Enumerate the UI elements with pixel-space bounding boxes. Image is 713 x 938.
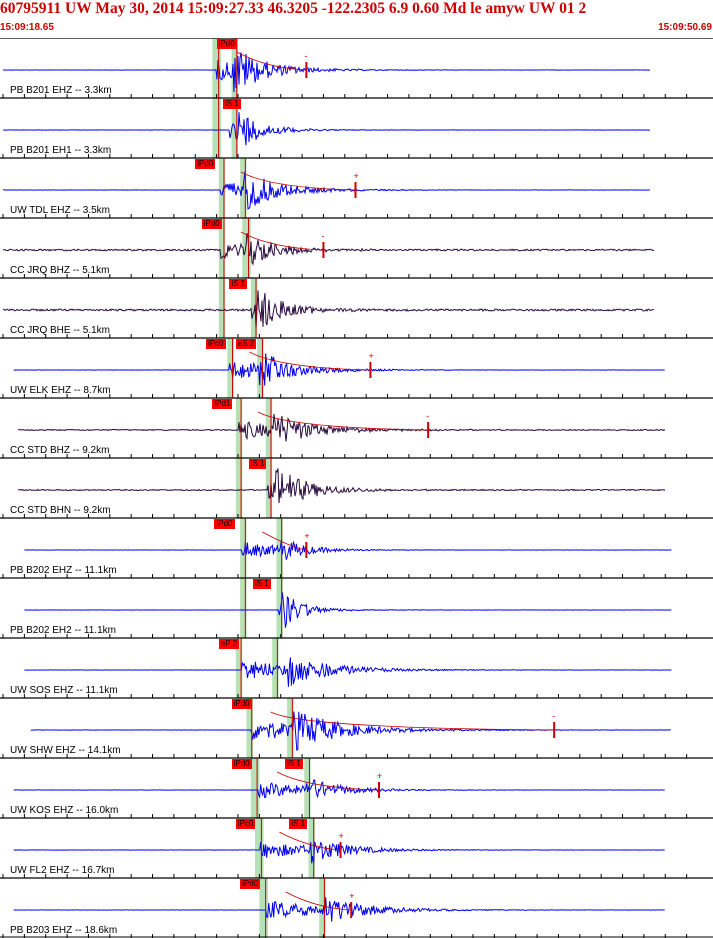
pick-window (235, 398, 243, 458)
waveform-canvas: - + - + - + - + + + (0, 38, 713, 938)
waveform-trace (30, 711, 671, 751)
waveform-trace (18, 468, 666, 504)
coda-sign: + (339, 831, 344, 841)
pick-window (242, 218, 251, 278)
station-label: UW SOS EHZ -- 11.1km (10, 685, 118, 696)
pick-label[interactable]: iS 1 (229, 279, 248, 289)
pick-label[interactable]: iS 1 (289, 819, 308, 829)
station-label: UW TDL EHZ -- 3.5km (10, 205, 111, 216)
pick-window (259, 878, 268, 938)
pick-window (212, 38, 221, 98)
waveform-trace (2, 290, 655, 330)
waveform-trace (13, 897, 665, 922)
pick-window (218, 278, 226, 338)
coda-curve (240, 231, 324, 251)
window-end-time: 15:09:50.69 (658, 22, 712, 33)
station-label: CC JRQ BHZ -- 5.1km (10, 265, 110, 276)
pick-window (235, 638, 243, 698)
pick-label[interactable]: iPd0 (201, 219, 222, 229)
pick-window (265, 398, 273, 458)
pick-label[interactable]: iPd1 (212, 399, 233, 409)
pick-window (250, 278, 258, 338)
seismogram-panels: - + - + - + - + + + PB B201 EHZ -- 3.3km iPd0 PB B2… (0, 38, 713, 938)
station-label: UW FL2 EHZ -- 16.7km (10, 865, 115, 876)
pick-window (218, 218, 226, 278)
pick-label[interactable]: iS 1 (248, 459, 267, 469)
waveform-trace (13, 353, 665, 386)
station-label: UW KOS EHZ -- 16.0km (10, 805, 119, 816)
waveform-trace (24, 657, 672, 687)
pick-label[interactable]: iPd0 (231, 759, 252, 769)
pick-label[interactable]: iPd0 (240, 879, 261, 889)
station-label: PB B201 EHZ -- 3.3km (10, 85, 112, 96)
coda-sign: - (552, 711, 555, 721)
station-label: UW SHW EHZ -- 14.1km (10, 745, 121, 756)
waveform-trace (13, 841, 665, 864)
pick-window (287, 698, 294, 758)
pick-label[interactable]: iPc0 (205, 339, 226, 349)
coda-sign: + (353, 171, 358, 181)
coda-sign: + (304, 531, 309, 541)
coda-curve (257, 411, 429, 431)
pick-window (240, 518, 247, 578)
station-label: CC STD BHN -- 9.2km (10, 505, 111, 516)
coda-sign: - (321, 231, 324, 241)
pick-window (276, 518, 283, 578)
pick-label[interactable]: iS 1 (252, 579, 271, 589)
waveform-trace (3, 52, 651, 93)
window-start-time: 15:09:18.65 (0, 22, 54, 33)
pick-label[interactable]: iPd0 (214, 519, 235, 529)
pick-window (246, 698, 253, 758)
pick-label[interactable]: iS 1 (284, 759, 303, 769)
station-label: PB B201 EH1 -- 3.3km (10, 145, 112, 156)
waveform-trace (24, 539, 672, 560)
coda-curve (285, 891, 352, 911)
pick-window (250, 758, 260, 818)
station-label: CC STD BHZ -- 9.2km (10, 445, 110, 456)
pick-label[interactable]: iS 1 (223, 99, 241, 109)
waveform-trace (3, 112, 651, 146)
station-label: CC JRQ BHE -- 5.1km (10, 325, 111, 336)
pick-label[interactable]: eP 2 (218, 639, 240, 649)
pick-window (218, 158, 226, 218)
waveform-trace (3, 171, 651, 210)
pick-label[interactable]: eS 2 (235, 339, 257, 349)
station-label: PB B203 EHZ -- 18.6km (10, 925, 118, 936)
event-title: 60795911 UW May 30, 2014 15:09:27.33 46.… (0, 0, 587, 17)
coda-curve (270, 711, 555, 731)
coda-curve (277, 771, 380, 791)
coda-sign: + (349, 891, 354, 901)
coda-curve (249, 351, 371, 371)
coda-sign: + (377, 771, 382, 781)
station-label: UW ELK EHZ -- 8.7km (10, 385, 111, 396)
pick-window (212, 98, 221, 158)
coda-curve (240, 171, 356, 191)
pick-window (235, 458, 243, 518)
event-header: 60795911 UW May 30, 2014 15:09:27.33 46.… (0, 0, 713, 38)
pick-label[interactable]: iPd0 (231, 699, 252, 709)
pick-window (265, 458, 273, 518)
coda-curve (236, 51, 307, 71)
coda-sign: - (304, 51, 307, 61)
waveform-trace (24, 592, 672, 628)
station-label: PB B202 EHZ -- 11.1km (10, 565, 117, 576)
waveform-trace (13, 779, 665, 799)
waveform-trace (17, 413, 666, 442)
coda-sign: - (426, 411, 429, 421)
pick-window (276, 578, 283, 638)
waveform-trace (2, 232, 655, 266)
pick-window (255, 818, 264, 878)
station-label: PB B202 EH2 -- 11.1km (10, 625, 116, 636)
coda-curve (262, 531, 307, 551)
pick-label[interactable]: iPc0 (235, 819, 256, 829)
pick-window (308, 818, 315, 878)
coda-curve (279, 831, 341, 851)
pick-window (319, 878, 326, 938)
pick-label[interactable]: iPd0 (195, 159, 216, 169)
coda-sign: + (368, 351, 373, 361)
pick-window (240, 578, 247, 638)
pick-label[interactable]: iPd0 (216, 39, 237, 49)
